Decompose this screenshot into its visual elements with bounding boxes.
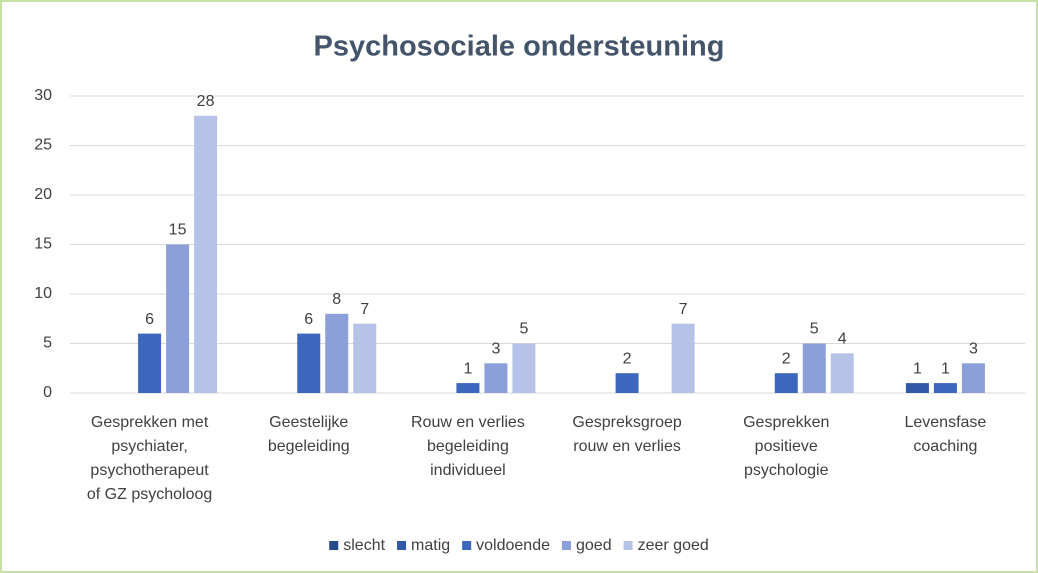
legend-swatch: [397, 541, 407, 550]
x-tick-label: Levensfase: [904, 414, 986, 431]
legend-label: matig: [411, 537, 450, 554]
bar: [774, 373, 798, 393]
bar: [456, 383, 480, 393]
legend-label: slecht: [343, 537, 385, 554]
bar: [830, 353, 854, 393]
data-label: 3: [491, 341, 500, 358]
data-label: 2: [623, 350, 632, 367]
x-tick-label: of GZ psycholoog: [87, 486, 212, 503]
bar: [961, 363, 985, 393]
data-label: 4: [838, 331, 847, 348]
data-label: 1: [913, 360, 922, 377]
legend-swatch: [462, 541, 472, 550]
y-tick-label: 10: [34, 285, 52, 302]
bar: [484, 363, 508, 393]
x-tick-label: psychotherapeut: [90, 462, 209, 479]
data-label: 7: [679, 301, 688, 318]
data-label: 28: [197, 93, 215, 110]
x-tick-label: Gespreksgroep: [572, 414, 681, 431]
legend-swatch: [562, 541, 571, 550]
bar: [194, 115, 218, 394]
x-tick-label: begeleiding: [268, 438, 350, 455]
bar: [905, 383, 929, 393]
legend-label: voldoende: [476, 537, 550, 554]
x-tick-label: positieve: [755, 438, 818, 455]
x-tick-label: rouw en verlies: [573, 438, 681, 455]
y-tick-label: 25: [34, 137, 52, 154]
data-label: 2: [782, 350, 791, 367]
legend-swatch: [623, 541, 633, 550]
data-label: 3: [969, 341, 978, 358]
data-label: 7: [360, 301, 369, 318]
data-label: 1: [463, 360, 472, 377]
data-label: 15: [169, 222, 187, 239]
x-tick-label: coaching: [913, 438, 977, 455]
bar: [933, 383, 957, 393]
legend-swatch: [329, 541, 339, 550]
x-tick-label: psychiater,: [111, 438, 187, 455]
bar: [166, 244, 190, 393]
x-tick-label: Gesprekken: [743, 414, 829, 431]
bar: [671, 323, 695, 393]
y-tick-label: 30: [34, 87, 52, 104]
x-tick-label: begeleiding: [427, 438, 509, 455]
x-tick-label: individueel: [430, 462, 506, 479]
legend-label: goed: [576, 537, 612, 554]
bar: [138, 333, 162, 393]
y-tick-label: 5: [43, 335, 52, 352]
y-tick-label: 0: [43, 384, 52, 401]
bar: [325, 313, 349, 393]
data-label: 6: [145, 311, 154, 328]
x-tick-label: psychologie: [744, 462, 829, 479]
y-tick-label: 15: [34, 236, 52, 253]
data-label: 5: [519, 321, 528, 338]
bar: [615, 373, 639, 393]
data-label: 1: [941, 360, 950, 377]
legend-label: zeer goed: [638, 537, 709, 554]
x-tick-label: Gesprekken met: [91, 414, 209, 431]
bar: [802, 343, 826, 393]
data-label: 5: [810, 321, 819, 338]
bar: [512, 343, 536, 393]
data-label: 6: [304, 311, 313, 328]
x-tick-label: Geestelijke: [269, 414, 348, 431]
bar: [353, 323, 377, 393]
x-tick-label: Rouw en verlies: [411, 414, 525, 431]
chart-title: Psychosociale ondersteuning: [314, 31, 725, 63]
bar: [297, 333, 321, 393]
y-tick-label: 20: [34, 186, 52, 203]
data-label: 8: [332, 291, 341, 308]
